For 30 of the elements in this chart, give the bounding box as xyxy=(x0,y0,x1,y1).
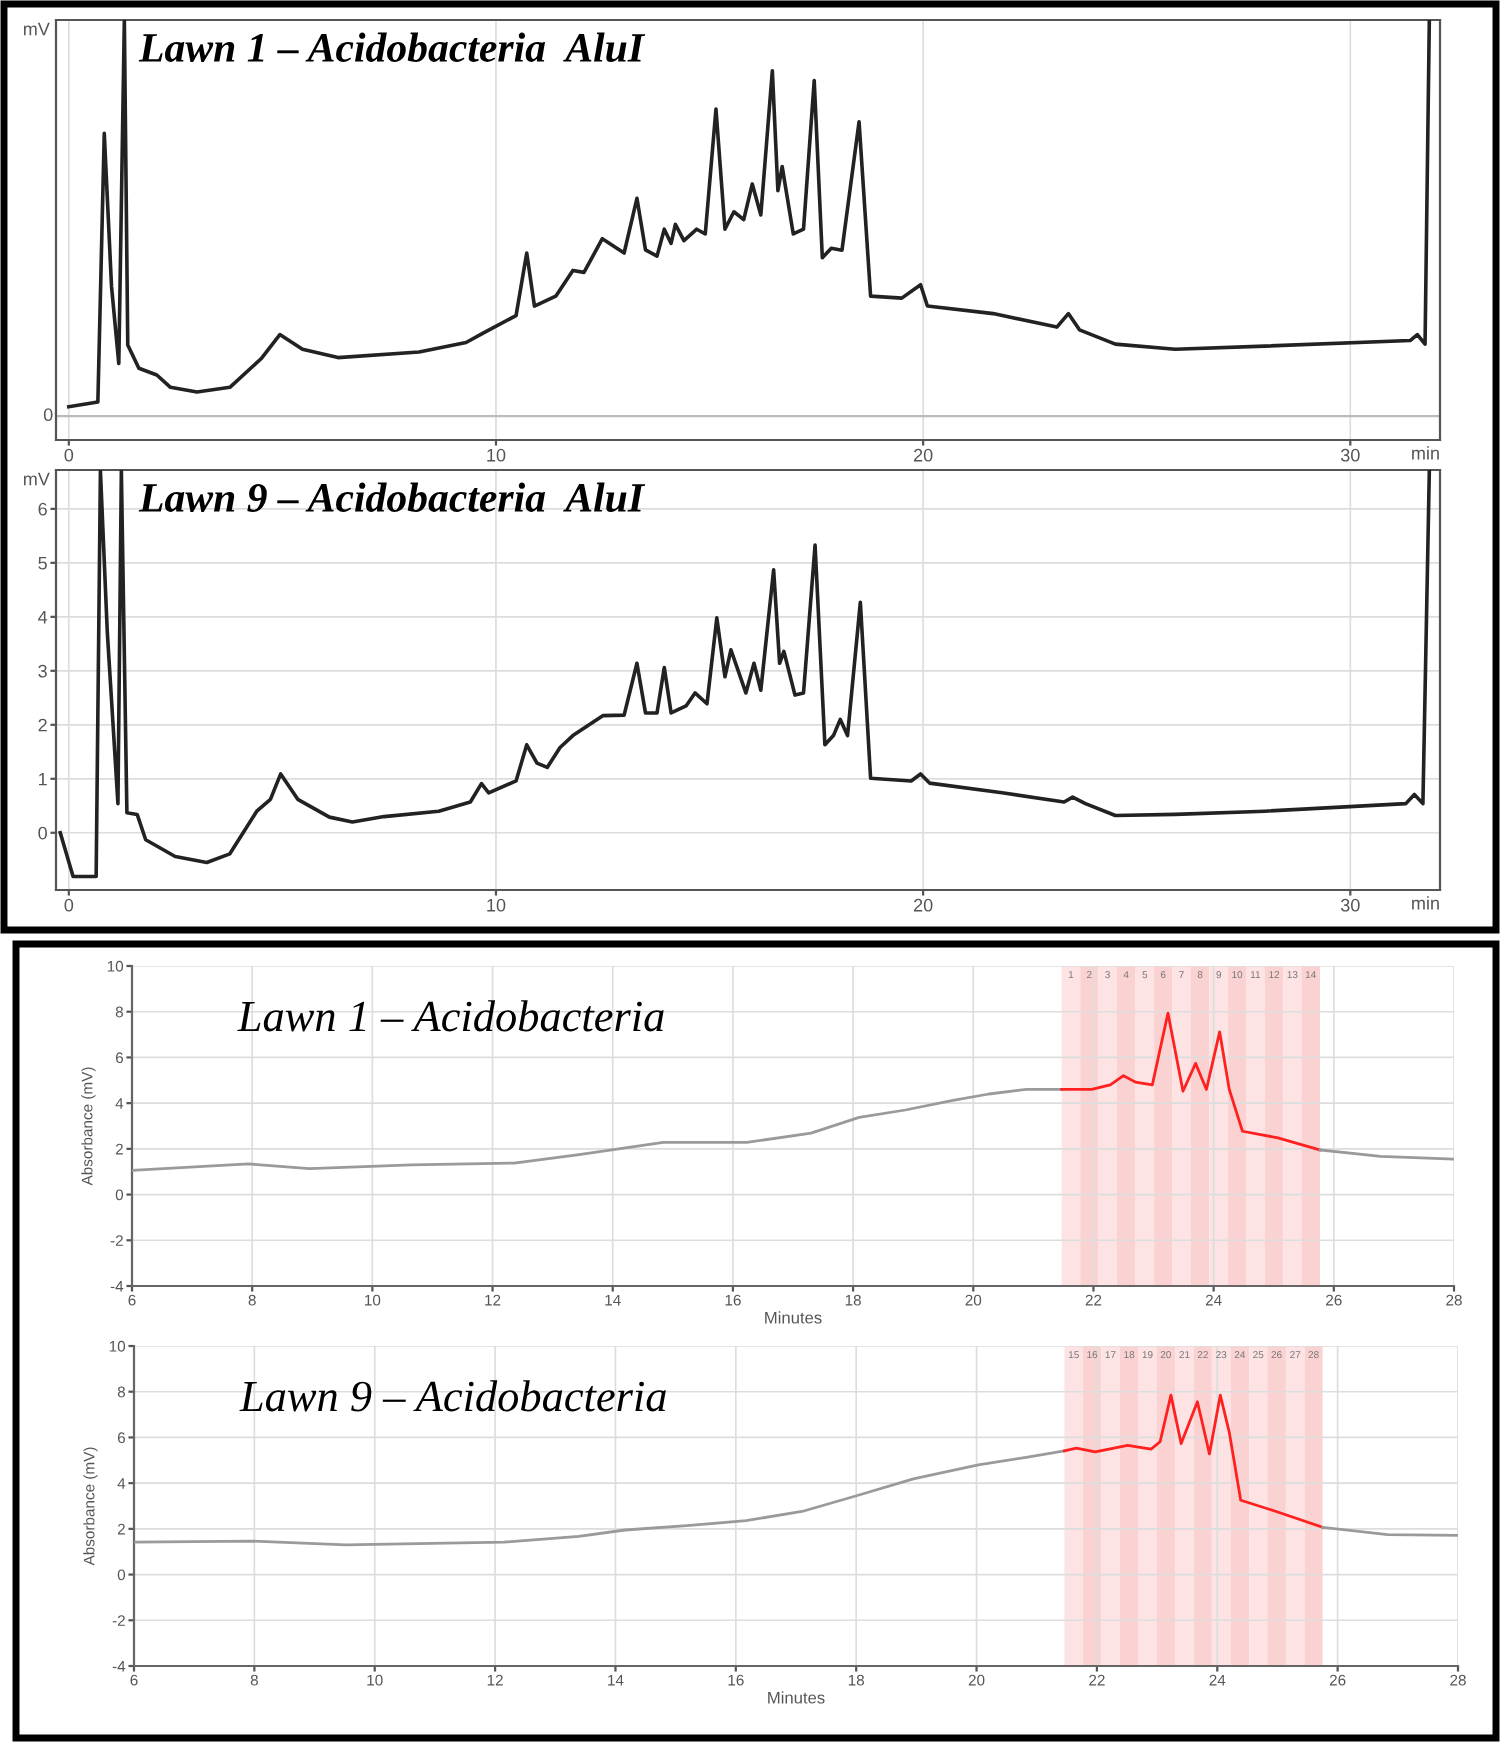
y-tick-label: 1 xyxy=(39,772,47,786)
y-tick-label: 5 xyxy=(38,556,47,570)
x-tick-label: 20 xyxy=(914,448,933,462)
x-tick-label: 0 xyxy=(64,898,74,912)
x-tick-label: 10 xyxy=(487,898,506,912)
x-tick-label: 0 xyxy=(64,448,74,462)
y-tick-label: 0 xyxy=(38,826,47,840)
y-tick-label: 4 xyxy=(38,610,48,624)
chart-title: Lawn 9 – Acidobacteria AluI xyxy=(138,482,646,512)
chart-title: Lawn 1 – Acidobacteria AluI xyxy=(138,32,646,62)
line-series xyxy=(134,1449,1066,1547)
y-axis-title: mV xyxy=(23,472,50,486)
x-axis-title: min xyxy=(1412,896,1439,910)
x-axis-title: Minutes xyxy=(765,1311,822,1324)
line-series xyxy=(1063,1393,1324,1529)
x-tick-label: 30 xyxy=(1340,448,1360,462)
x-axis-title: Minutes xyxy=(768,1691,825,1704)
text: Lawn 9 – Acidobacteria xyxy=(239,1380,666,1412)
x-tick-label: 30 xyxy=(1340,898,1360,912)
x-tick-label: 10 xyxy=(487,448,506,462)
y-axis-title: mV xyxy=(23,22,50,36)
y-tick-label: 2 xyxy=(38,718,47,732)
y-tick-label: 6 xyxy=(38,502,47,516)
line-series xyxy=(1060,1011,1322,1152)
x-tick-label: 20 xyxy=(914,898,933,912)
x-axis-title: min xyxy=(1412,446,1439,460)
y-tick-label: 3 xyxy=(38,664,47,678)
line-series xyxy=(58,470,1432,879)
line-series xyxy=(132,1088,1063,1172)
text: Lawn 1 – Acidobacteria xyxy=(237,1000,664,1032)
